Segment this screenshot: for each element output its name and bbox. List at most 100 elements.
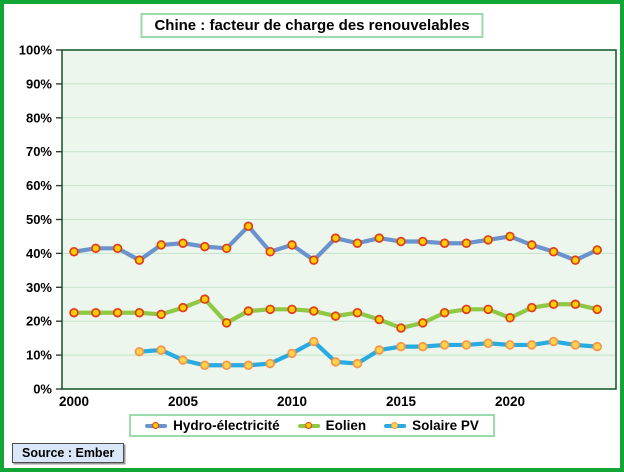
series-point-eolien [69,307,79,318]
series-point-hydro [287,240,297,250]
y-axis-label: 70% [26,144,52,159]
series-point-hydro [592,245,602,255]
source-attribution: Source : Ember [12,443,125,463]
series-point-hydro [265,246,275,257]
series-point-eolien [200,294,210,304]
series-point-hydro [221,243,232,254]
series-point-eolien [592,304,602,315]
series-point-eolien [570,299,581,310]
series-point-eolien [91,307,101,318]
series-point-eolien [134,307,145,318]
series-point-solaire [287,348,297,359]
series-point-eolien [548,299,559,310]
series-point-eolien [483,304,493,315]
series-point-solaire [352,358,363,369]
series-line-solaire [137,339,600,368]
series-point-solaire [134,346,145,357]
x-axis-label: 2015 [386,394,417,409]
series-point-hydro [134,255,145,265]
series-point-solaire [200,360,210,371]
series-point-hydro [352,238,363,248]
series-point-solaire [592,341,602,352]
series-point-hydro [439,238,450,248]
series-point-hydro [112,243,123,254]
series-point-hydro [243,221,254,232]
series-point-hydro [418,236,428,247]
y-axis-label: 40% [26,246,52,261]
series-point-eolien [112,307,123,318]
series-point-hydro [461,238,472,248]
x-axis-label: 2005 [168,394,199,409]
y-axis-label: 60% [26,178,52,193]
hydro-series-marker-icon [145,420,168,431]
legend-label-eolien: Eolien [325,418,367,433]
eolien-series-marker-icon [297,420,320,431]
series-point-eolien [309,306,319,316]
series-point-solaire [221,360,232,371]
series-point-eolien [374,314,384,325]
series-point-hydro [396,236,406,247]
legend-label-hydro: Hydro-électricité [173,418,280,433]
series-point-hydro [69,246,79,257]
legend-item-hydro: Hydro-électricité [145,418,280,433]
series-point-eolien [287,304,297,315]
series-point-eolien [221,318,232,328]
y-axis-label: 50% [26,212,52,227]
y-axis-label: 30% [26,280,52,295]
series-point-hydro [548,246,559,257]
series-point-solaire [505,340,515,350]
series-point-hydro [200,241,210,252]
x-axis-label: 2020 [495,394,525,409]
series-point-eolien [178,302,188,313]
legend-item-solaire: Solaire PV [384,418,479,433]
y-axis-label: 20% [26,314,52,329]
series-point-hydro [156,240,166,250]
series-point-solaire [548,336,559,347]
series-point-solaire [178,355,188,365]
series-point-hydro [309,255,319,265]
legend-label-solaire: Solaire PV [412,418,479,433]
series-point-eolien [527,302,537,313]
series-point-solaire [309,336,319,347]
series-point-hydro [178,238,188,248]
chart-legend: Hydro-électricité Eolien Solaire PV [129,414,495,437]
series-point-solaire [418,341,428,352]
series-point-solaire [243,360,254,371]
series-point-hydro [527,240,537,250]
series-point-hydro [91,243,101,254]
series-point-solaire [265,358,275,369]
series-point-hydro [570,255,581,265]
series-point-eolien [265,304,275,315]
y-axis-label: 0% [33,382,52,397]
chart-title: Chine : facteur de charge des renouvelab… [140,13,484,38]
series-point-hydro [483,235,493,245]
series-point-eolien [505,313,515,323]
series-point-eolien [418,318,428,328]
x-axis-label: 2010 [277,394,307,409]
solaire-series-marker-icon [384,420,407,431]
series-point-hydro [505,231,515,242]
chart-plot-area: 0% 10% 20% 30% 40% 50% 60% 70% 80% 90% 100% 2000 200… [19,43,617,409]
series-point-eolien [461,304,472,315]
legend-item-eolien: Eolien [297,418,367,433]
series-point-solaire [439,340,450,350]
series-point-solaire [396,341,406,352]
series-point-eolien [330,311,341,321]
series-point-solaire [330,357,341,367]
series-point-solaire [570,340,581,350]
series-point-solaire [461,340,472,350]
y-axis-label: 10% [26,348,52,363]
y-axis-label: 80% [26,110,52,125]
series-point-hydro [374,233,384,243]
series-point-eolien [243,306,254,316]
series-point-solaire [527,340,537,350]
series-point-eolien [439,307,450,318]
series-point-solaire [374,345,384,355]
series-point-solaire [156,345,166,355]
series-point-eolien [396,323,406,333]
y-axis-label: 90% [26,76,52,91]
series-point-eolien [352,307,363,318]
series-point-eolien [156,309,166,320]
y-axis-label: 100% [19,43,53,58]
